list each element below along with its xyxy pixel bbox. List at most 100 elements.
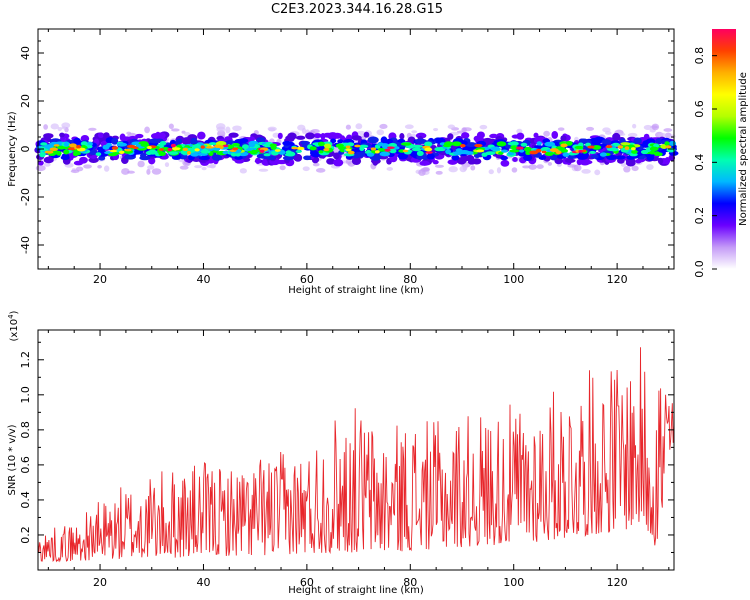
- spectrogram-cell: [44, 150, 54, 154]
- spectrogram-cell: [164, 162, 170, 168]
- spectrogram-cell: [582, 149, 587, 153]
- spectrogram-cell: [61, 126, 67, 130]
- spectrogram-cell: [351, 157, 362, 165]
- spectrogram-cell: [606, 148, 618, 152]
- spectrogram-cell: [140, 143, 150, 147]
- spectrogram-cell: [366, 152, 375, 157]
- spectrogram-cell: [309, 149, 318, 157]
- spectrogram-cell: [435, 170, 443, 175]
- spectrogram-cell: [339, 147, 346, 153]
- spectrogram-cell: [447, 124, 456, 130]
- spectrogram-cell: [159, 141, 167, 146]
- spectrogram-cell: [451, 141, 462, 147]
- spectrogram-cell: [181, 130, 186, 134]
- x-tick-label: 60: [300, 576, 314, 589]
- spectrogram-cell: [266, 155, 277, 161]
- spectrogram-cell: [605, 131, 612, 135]
- spectrogram-cell: [156, 132, 166, 139]
- spectrogram-cell: [147, 165, 155, 170]
- spectrogram-cell: [567, 164, 577, 168]
- spectrogram-cell: [400, 142, 412, 146]
- spectrogram-cell: [459, 165, 467, 173]
- spectrogram-cell: [43, 162, 51, 167]
- spectrogram-cell: [536, 164, 544, 169]
- spectrogram-cell: [549, 148, 559, 153]
- y-tick-label: 0.8: [19, 421, 32, 439]
- spectrogram-cell: [578, 138, 589, 144]
- spectrogram-cell: [356, 130, 366, 135]
- spectrogram-cell: [126, 144, 136, 149]
- spectrogram-cell: [73, 137, 81, 145]
- spectrogram-cell: [176, 138, 183, 144]
- spectrogram-cell: [411, 147, 422, 152]
- spectrogram-cell: [590, 154, 599, 159]
- spectrogram-cell: [333, 152, 340, 160]
- spectrogram-cell: [384, 148, 391, 152]
- spectrogram-cell: [424, 147, 433, 152]
- spectrogram-cell: [476, 149, 485, 153]
- spectrogram-cell: [274, 149, 281, 152]
- spectrogram-cell: [313, 133, 322, 139]
- spectrogram-cell: [337, 139, 344, 144]
- spectrogram-cell: [587, 145, 595, 149]
- spectrogram-cell: [282, 155, 295, 161]
- spectrogram-cell: [496, 141, 507, 147]
- chart-title: C2E3.2023.344.16.28.G15: [270, 2, 444, 17]
- spectrogram-cell: [522, 165, 531, 169]
- spectrogram-cell: [73, 160, 84, 166]
- colorbar-tick-label: 0.8: [693, 47, 706, 65]
- spectrogram-cell: [498, 151, 504, 155]
- spectrogram-cell: [354, 144, 361, 148]
- spectrogram-cell: [536, 141, 542, 146]
- spectrogram-cell: [219, 145, 224, 150]
- spectrogram-cell: [286, 151, 296, 157]
- spectrogram-cell: [317, 141, 325, 147]
- spectrogram-cell: [259, 149, 265, 154]
- y-axis-multiplier: (x104): [7, 310, 20, 341]
- spectrogram-cell: [76, 147, 86, 152]
- x-tick-label: 20: [93, 576, 107, 589]
- y-axis-label: Frequency (Hz): [7, 111, 18, 187]
- spectrogram-cell: [653, 143, 660, 148]
- x-tick-label: 80: [403, 273, 417, 286]
- spectrogram-cell: [399, 132, 405, 140]
- spectrogram-cell: [664, 141, 670, 146]
- x-tick-label: 120: [607, 273, 628, 286]
- spectrogram-cell: [669, 134, 676, 139]
- spectrogram-cell: [359, 144, 369, 149]
- spectrogram-cell: [490, 146, 501, 151]
- spectrogram-cell: [367, 136, 379, 144]
- spectrogram-cell: [599, 152, 607, 157]
- spectrogram-cell: [601, 139, 612, 145]
- spectrogram-cell: [346, 142, 355, 147]
- spectrogram-cell: [239, 168, 247, 174]
- spectrogram-cell: [425, 151, 433, 154]
- spectrogram-cell: [232, 125, 242, 131]
- spectrogram-cell: [300, 140, 311, 145]
- spectrogram-cell: [320, 133, 326, 140]
- spectrogram-cell: [225, 126, 231, 134]
- spectrogram-cell: [591, 138, 602, 143]
- spectrogram-cell: [118, 150, 125, 155]
- y-tick-label: -20: [19, 188, 32, 206]
- spectrogram-cell: [620, 142, 631, 146]
- spectrogram-cell: [426, 153, 435, 160]
- spectrogram-cell: [88, 127, 97, 131]
- spectrogram-cell: [562, 152, 570, 157]
- spectrogram-cell: [606, 154, 617, 160]
- spectrogram-cell: [148, 157, 156, 165]
- multiplier-close: ): [9, 310, 20, 314]
- spectrogram-cell: [586, 126, 595, 131]
- spectrogram-cell: [605, 145, 613, 149]
- spectrogram-cell: [474, 143, 483, 148]
- spectrogram-cell: [612, 132, 621, 141]
- spectrogram-cell: [121, 168, 130, 175]
- spectrogram-cell: [351, 135, 362, 141]
- y-tick-label: 40: [19, 46, 32, 60]
- spectrogram-cell: [461, 127, 467, 133]
- colorbar-tick-label: 0.4: [693, 154, 706, 172]
- spectrogram-cell: [172, 147, 181, 151]
- y-tick-label: 0.2: [19, 526, 32, 544]
- spectrogram-cell: [135, 133, 144, 139]
- spectrogram-cell: [433, 127, 439, 132]
